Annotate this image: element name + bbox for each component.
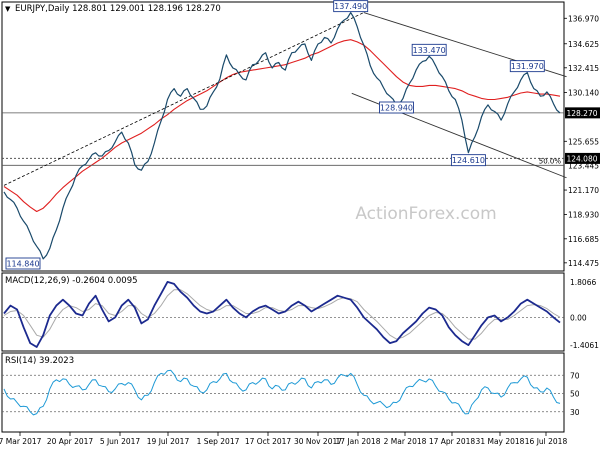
x-tick-label: 19 Jul 2017 bbox=[147, 437, 190, 446]
y-tick-label: 125.655 bbox=[568, 137, 599, 146]
x-tick-label: 7 Mar 2017 bbox=[0, 437, 42, 446]
annotation-label: 137.490 bbox=[334, 2, 367, 11]
x-tick-label: 30 Nov 2017 bbox=[294, 437, 342, 446]
annotation-box bbox=[450, 154, 486, 167]
y-tick-label: 134.625 bbox=[568, 40, 599, 49]
annotation-box bbox=[411, 43, 447, 56]
price-tag-label: 124.080 bbox=[566, 154, 597, 163]
x-tick-label: 2 Mar 2018 bbox=[384, 437, 427, 446]
x-tick-label: 31 May 2018 bbox=[476, 437, 525, 446]
symbol: EURJPY bbox=[15, 4, 46, 14]
y-tick-label: 132.415 bbox=[568, 64, 599, 73]
rsi-line bbox=[3, 369, 561, 416]
annotation-label: 124.610 bbox=[452, 156, 485, 165]
price-panel-frame bbox=[1, 1, 565, 272]
support-trendline bbox=[3, 12, 364, 186]
price-tag-label: 128.270 bbox=[566, 109, 597, 118]
x-tick-label: 5 Jun 2017 bbox=[100, 437, 141, 446]
price-annotation: 128.940 bbox=[379, 101, 414, 114]
price-annotation: 114.840 bbox=[5, 257, 41, 270]
fib-level-label: 50.0% bbox=[539, 157, 562, 165]
macd-y-tick-label: 1.8066 bbox=[570, 278, 596, 287]
rsi-series-group: 70 50 30 bbox=[2, 369, 580, 417]
rsi-header: RSI(14) 39.2023 bbox=[5, 356, 74, 366]
price-series-group bbox=[3, 12, 561, 260]
price-annotation: 124.610 bbox=[450, 154, 486, 167]
annotations-group: 137.490 133.470 131.970 128.940 124.610 114.8… bbox=[5, 0, 545, 270]
rsi-panel-frame bbox=[1, 352, 565, 433]
annotation-box bbox=[379, 101, 414, 114]
price-header: EURJPY,Daily 128.801 129.001 128.196 128… bbox=[15, 4, 221, 14]
y-tick-label: 121.170 bbox=[568, 186, 599, 195]
x-tick-label: 20 Apr 2017 bbox=[47, 437, 94, 446]
y-tick-label: 136.970 bbox=[568, 14, 599, 23]
macd-series-group: 1.8066 0.00 -1.4061 bbox=[2, 278, 599, 350]
rsi-y-tick-label: 30 bbox=[570, 408, 580, 417]
rsi-y-tick-label: 50 bbox=[570, 390, 580, 399]
macd-signal-line bbox=[3, 289, 561, 340]
price-tag bbox=[565, 107, 600, 119]
y-tick-label: 118.930 bbox=[568, 210, 599, 219]
y-tick-label: 130.140 bbox=[568, 89, 599, 98]
annotation-label: 133.470 bbox=[413, 46, 446, 55]
y-tick-label: 123.445 bbox=[568, 161, 599, 170]
collapse-triangle-icon[interactable]: ▼ bbox=[5, 5, 11, 13]
annotation-box bbox=[333, 0, 369, 13]
price-annotation: 131.970 bbox=[509, 60, 545, 73]
price-annotation: 133.470 bbox=[411, 43, 447, 56]
price-line bbox=[3, 12, 561, 260]
x-tick-label: 16 Jul 2018 bbox=[525, 437, 568, 446]
x-axis: 7 Mar 2017 20 Apr 2017 5 Jun 2017 19 Jul 20… bbox=[0, 432, 567, 446]
timeframe: Daily bbox=[48, 4, 70, 14]
watermark: ActionForex.com bbox=[355, 204, 496, 224]
price-tag bbox=[565, 152, 600, 164]
x-tick-label: 17 Apr 2018 bbox=[429, 437, 476, 446]
macd-y-tick-label: 0.00 bbox=[570, 313, 587, 322]
price-y-axis: 136.970 134.625 132.415 130.140 128.270 125.6… bbox=[564, 14, 600, 268]
moving-average-line bbox=[3, 39, 561, 213]
annotation-label: 128.940 bbox=[380, 104, 413, 113]
annotation-box bbox=[5, 257, 41, 270]
annotation-label: 114.840 bbox=[6, 260, 39, 269]
price-annotation: 137.490 bbox=[333, 0, 369, 13]
x-tick-label: 17 Jan 2018 bbox=[336, 437, 381, 446]
annotation-label: 131.970 bbox=[511, 62, 544, 71]
ohlc-values: 128.801 129.001 128.196 128.270 bbox=[72, 4, 221, 14]
annotation-box bbox=[509, 60, 545, 73]
macd-line bbox=[3, 280, 561, 348]
rsi-y-tick-label: 70 bbox=[570, 371, 580, 380]
y-tick-label: 114.475 bbox=[568, 259, 599, 268]
y-tick-label: 116.685 bbox=[568, 235, 599, 244]
macd-y-tick-label: -1.4061 bbox=[570, 341, 599, 350]
x-tick-label: 1 Sep 2017 bbox=[197, 437, 240, 446]
macd-header: MACD(12,26,9) -0.2604 0.0095 bbox=[5, 276, 138, 286]
x-tick-label: 17 Oct 2017 bbox=[245, 437, 292, 446]
moving-average-group bbox=[3, 39, 561, 213]
